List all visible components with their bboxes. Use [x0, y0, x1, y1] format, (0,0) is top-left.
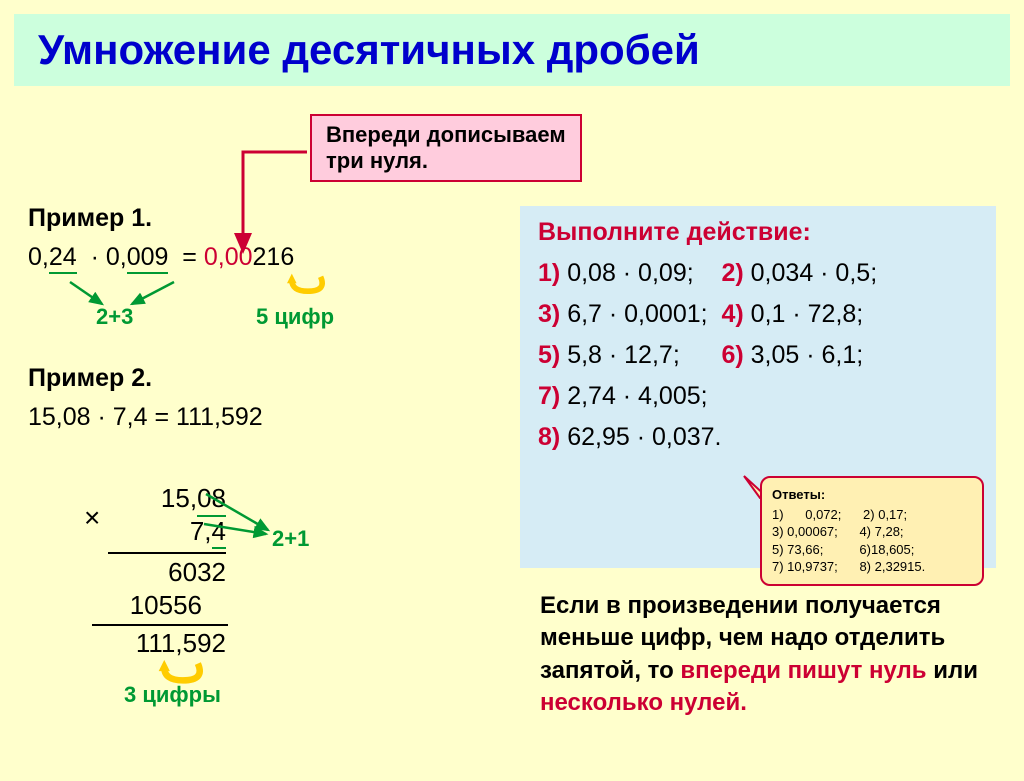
colmult-partials: 6032 10556 [106, 556, 226, 621]
exercise-row: 5) 5,8 · 12,7; 6) 3,05 · 6,1; [538, 341, 978, 370]
exercise-title: Выполните действие: [538, 218, 978, 247]
ex1-result-tail: 216 [253, 243, 295, 271]
exercise-row: 8) 62,95 · 0,037. [538, 423, 978, 452]
example2-equation: 15,08 · 7,4 = 111,592 [28, 403, 502, 432]
answers-line: 7) 10,9737; 8) 2,32915. [772, 558, 972, 576]
example1-annotations: 2+3 5 цифр [28, 278, 502, 336]
note-line-1: Впереди дописываем [326, 122, 566, 148]
exercise-row: 3) 6,7 · 0,0001; 4) 0,1 · 72,8; [538, 300, 978, 329]
answers-line: 1) 0,072; 2) 0,17; [772, 506, 972, 524]
answers-line: 3) 0,00067; 4) 7,28; [772, 523, 972, 541]
ex2-sum-note: 2+1 [272, 526, 309, 552]
colmult-result: 111,592 [82, 628, 226, 659]
rule-part2: впереди пишут нуль [680, 657, 933, 684]
rule-part4: несколько нулей. [540, 689, 747, 716]
ex1-a-underline: 24 [49, 243, 77, 272]
ex1-b-underline: 009 [127, 243, 169, 272]
note-callout: Впереди дописываем три нуля. [310, 114, 582, 182]
exercise-row: 1) 0,08 · 0,09; 2) 0,034 · 0,5; [538, 259, 978, 288]
column-multiplication: 15,08 7,4 [106, 482, 226, 547]
ex1-digits-note: 5 цифр [256, 304, 334, 330]
colmult-rule2 [92, 624, 228, 626]
ex1-sum-note: 2+3 [96, 304, 133, 330]
colmult-rule1 [108, 552, 226, 554]
colmult-top: 15,08 [106, 482, 226, 515]
example1-label: Пример 1. [28, 204, 502, 233]
answers-title: Ответы: [772, 486, 972, 504]
colmult-p2: 10556 [82, 589, 202, 622]
ex2-digits-note: 3 цифры [124, 682, 221, 708]
colmult-bot: 7,4 [106, 515, 226, 548]
ex1-result-leading: 0,00 [204, 243, 253, 271]
title-banner: Умножение десятичных дробей [14, 14, 1010, 86]
answers-line: 5) 73,66; 6)18,605; [772, 541, 972, 559]
exercise-row: 7) 2,74 · 4,005; [538, 382, 978, 411]
example2-label: Пример 2. [28, 364, 502, 393]
multiply-sign-icon: × [84, 502, 100, 534]
rule-part3: или [933, 657, 978, 684]
yellow-curved-arrow-icon [286, 272, 328, 296]
examples-panel: Пример 1. 0,24 · 0,009 = 0,00216 2+3 5 ц… [28, 204, 502, 438]
answers-callout: Ответы: 1) 0,072; 2) 0,17; 3) 0,00067; 4… [760, 476, 984, 586]
example1-equation: 0,24 · 0,009 = 0,00216 [28, 243, 502, 272]
colmult-p1: 6032 [106, 556, 226, 589]
page-title: Умножение десятичных дробей [38, 26, 986, 74]
rule-paragraph: Если в произведении получается меньше ци… [540, 590, 990, 720]
note-line-2: три нуля. [326, 148, 566, 174]
